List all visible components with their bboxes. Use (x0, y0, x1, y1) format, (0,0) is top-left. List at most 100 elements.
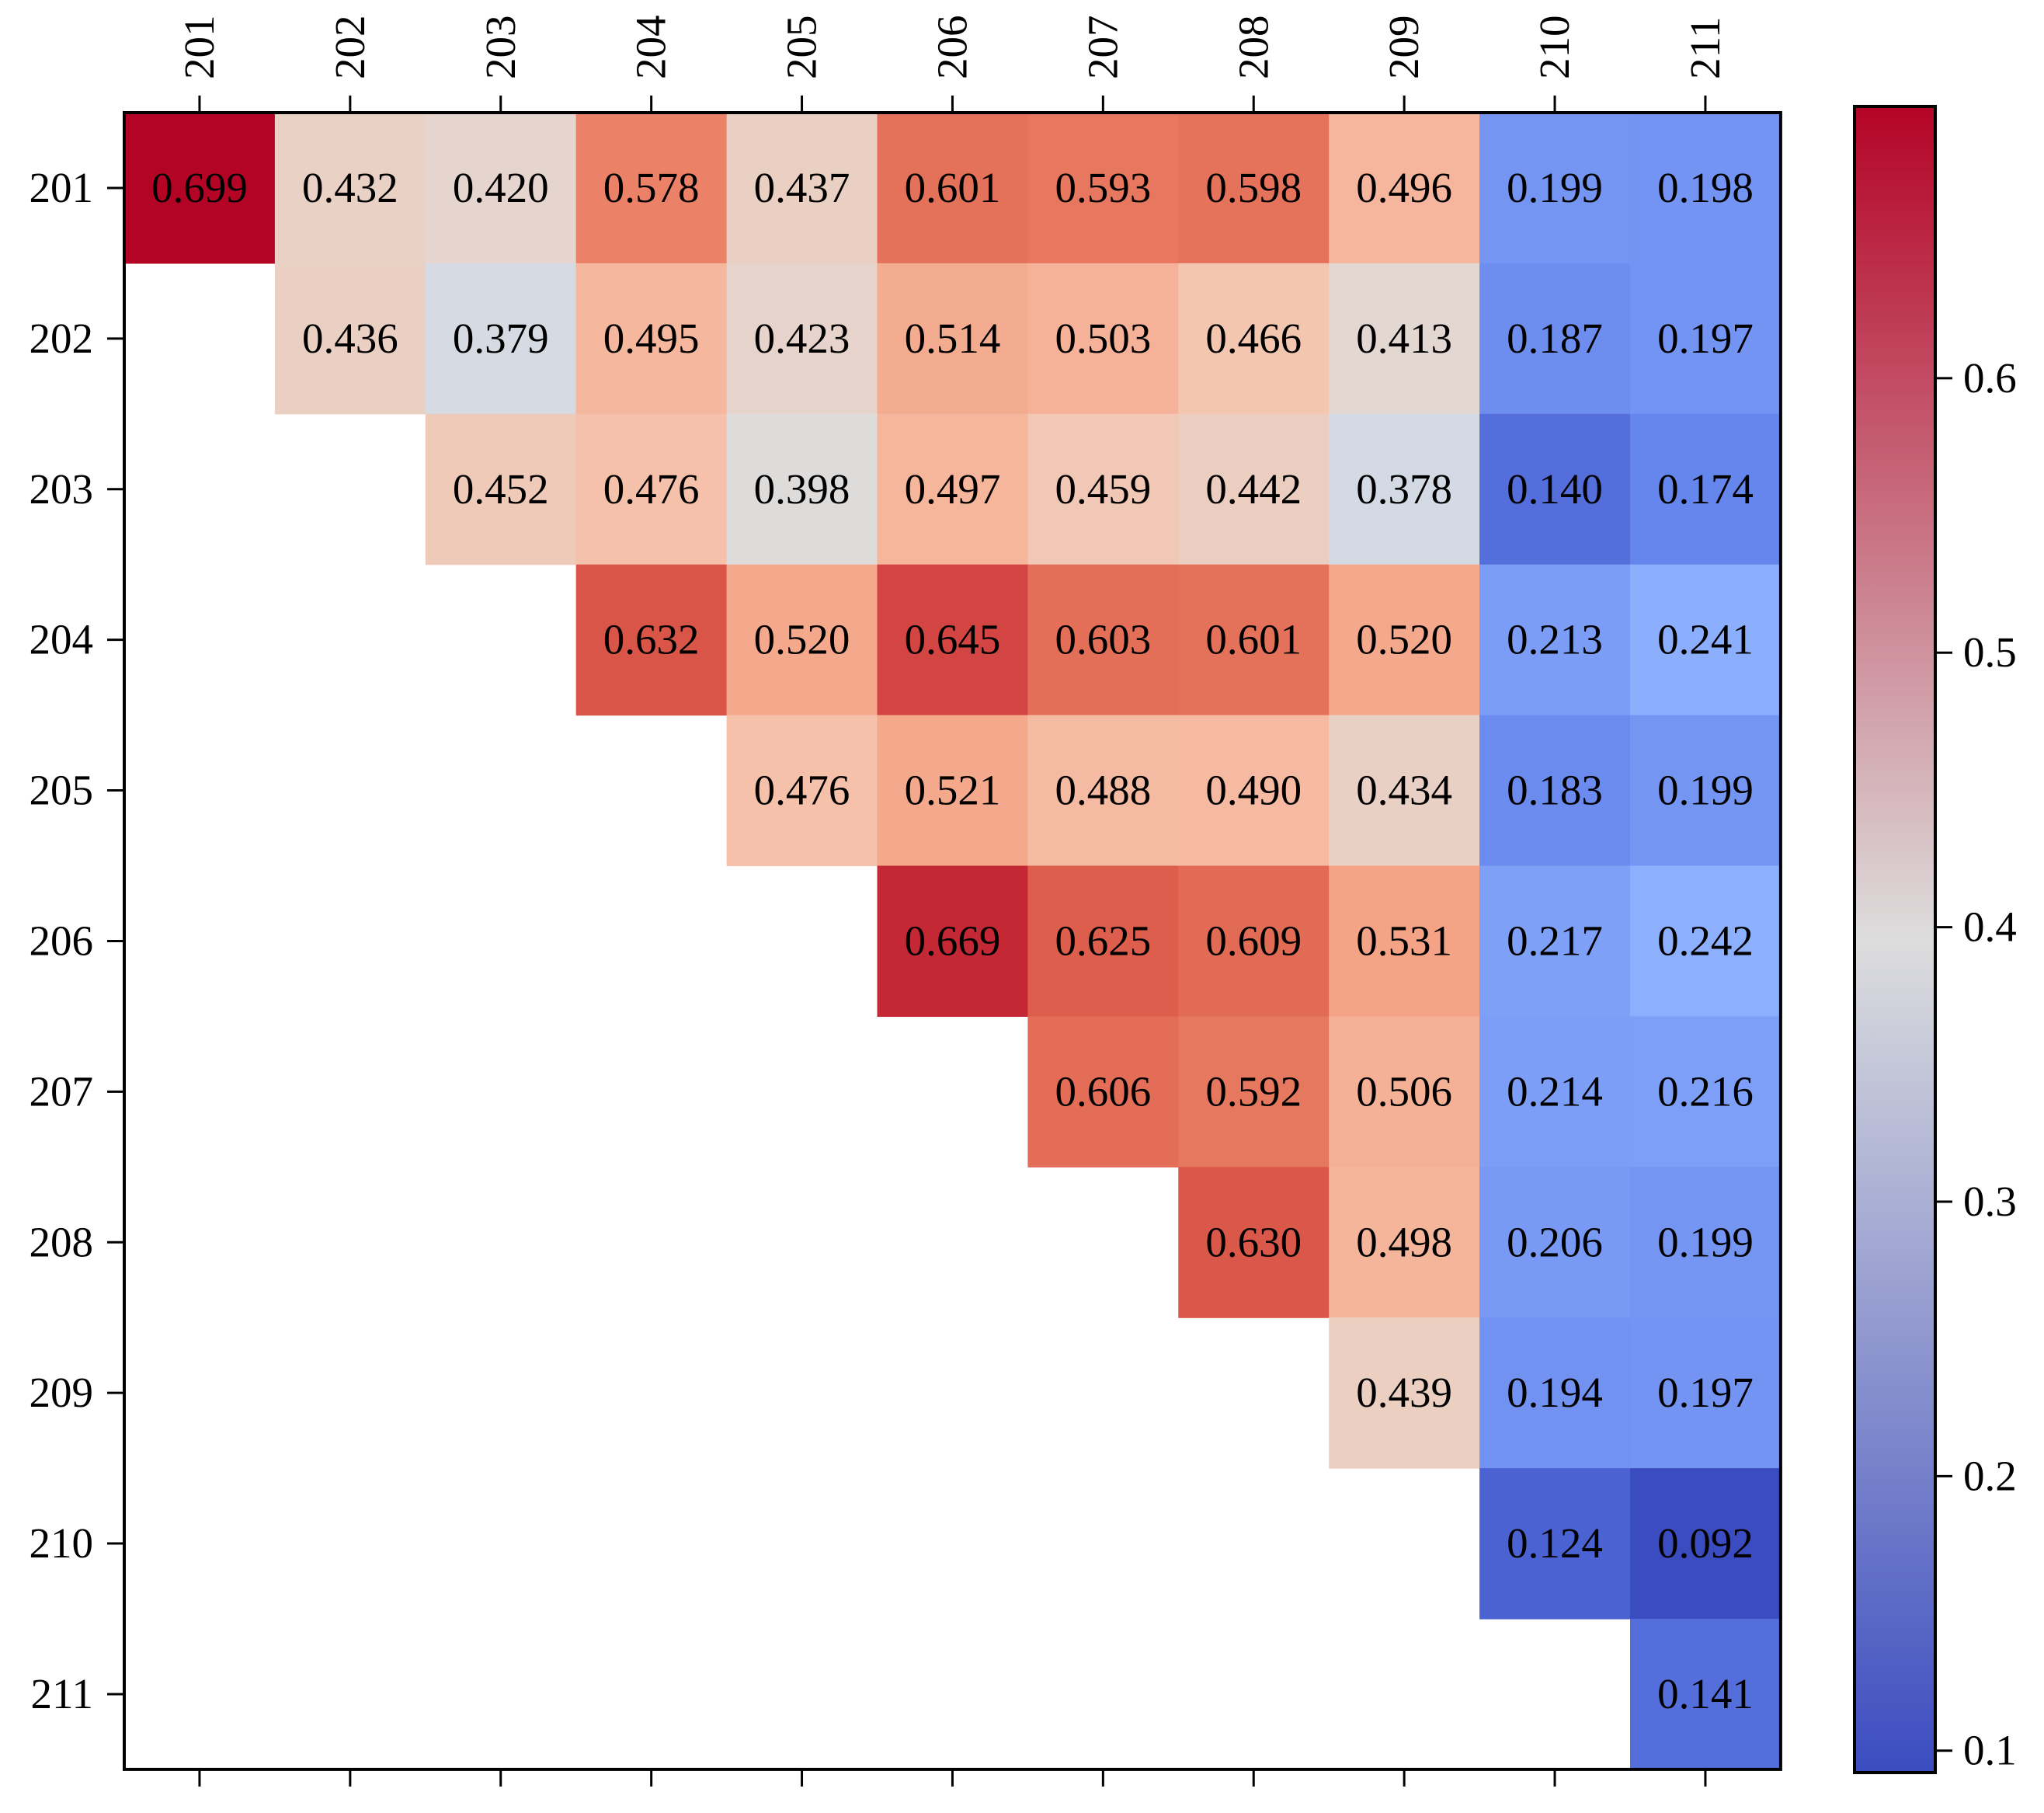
y-tick-label: 201 (30, 164, 94, 211)
cell-value-label: 0.413 (1356, 315, 1452, 362)
cell-value-label: 0.124 (1507, 1519, 1603, 1567)
cell-value-label: 0.531 (1356, 917, 1452, 964)
x-tick-label: 205 (778, 16, 826, 80)
cell-value-label: 0.214 (1507, 1067, 1603, 1115)
x-tick-label: 207 (1079, 16, 1126, 80)
heatmap-cell-209-209 (1329, 1317, 1480, 1469)
cell-value-label: 0.442 (1205, 465, 1302, 513)
cell-value-label: 0.603 (1055, 616, 1151, 663)
y-tick-label: 208 (30, 1218, 94, 1265)
heatmap-cell-202-202 (274, 263, 426, 415)
cell-value-label: 0.592 (1205, 1067, 1302, 1115)
cell-value-label: 0.213 (1507, 616, 1603, 663)
cell-value-label: 0.495 (603, 315, 700, 362)
heatmap-cell-201-203 (425, 113, 577, 264)
heatmap-cell-201-209 (1329, 113, 1480, 264)
cell-value-label: 0.437 (754, 164, 850, 211)
heatmap-cell-201-210 (1479, 113, 1631, 264)
heatmap-cell-201-205 (726, 113, 878, 264)
heatmap-cell-210-210 (1479, 1468, 1631, 1620)
heatmap-cell-208-208 (1178, 1167, 1330, 1318)
cell-value-label: 0.521 (905, 767, 1001, 814)
y-tick-label: 206 (30, 917, 94, 964)
cell-value-label: 0.645 (905, 616, 1001, 663)
cell-value-label: 0.183 (1507, 767, 1603, 814)
heatmap-cell-201-208 (1178, 113, 1330, 264)
cell-value-label: 0.420 (453, 164, 549, 211)
cell-value-label: 0.630 (1205, 1218, 1302, 1265)
cell-value-label: 0.476 (754, 767, 850, 814)
heatmap-cell-203-208 (1178, 413, 1330, 565)
y-tick-label: 203 (30, 465, 94, 513)
cell-value-label: 0.459 (1055, 465, 1151, 513)
cell-value-label: 0.506 (1356, 1067, 1452, 1115)
cell-value-label: 0.593 (1055, 164, 1151, 211)
heatmap-cell-203-210 (1479, 413, 1631, 565)
cell-value-label: 0.198 (1657, 164, 1754, 211)
heatmap-cell-207-210 (1479, 1016, 1631, 1167)
cell-value-label: 0.423 (754, 315, 850, 362)
heatmap-cell-208-210 (1479, 1167, 1631, 1318)
cell-value-label: 0.187 (1507, 315, 1603, 362)
heatmap-cell-201-211 (1630, 113, 1782, 264)
axis-ticks: 201 202 203 204 205 206 207 208 209 210 211 201 202 2… (30, 16, 1729, 1787)
heatmap-cell-206-209 (1329, 865, 1480, 1017)
x-tick-label: 201 (176, 16, 223, 80)
heatmap-cell-201-206 (877, 113, 1028, 264)
cell-value-label: 0.439 (1356, 1369, 1452, 1416)
cell-value-label: 0.141 (1657, 1670, 1754, 1717)
y-tick-label: 211 (31, 1670, 93, 1717)
cell-value-label: 0.609 (1205, 917, 1302, 964)
cell-value-label: 0.452 (453, 465, 549, 513)
cell-value-label: 0.699 (151, 164, 248, 211)
x-tick-label: 206 (928, 16, 975, 80)
y-tick-label: 207 (30, 1067, 94, 1115)
cell-value-label: 0.488 (1055, 767, 1151, 814)
heatmap-cell-202-208 (1178, 263, 1330, 415)
x-tick-label: 203 (477, 16, 524, 80)
heatmap-cell-211-211 (1630, 1619, 1782, 1770)
heatmap-cell-206-207 (1027, 865, 1179, 1017)
cell-value-label: 0.514 (905, 315, 1001, 362)
cell-value-label: 0.194 (1507, 1369, 1603, 1416)
heatmap-cell-202-209 (1329, 263, 1480, 415)
heatmap-cell-203-203 (425, 413, 577, 565)
cell-value-label: 0.601 (1205, 616, 1302, 663)
heatmap-cell-202-210 (1479, 263, 1631, 415)
heatmap-cell-202-207 (1027, 263, 1179, 415)
cell-value-label: 0.216 (1657, 1067, 1754, 1115)
cell-value-label: 0.497 (905, 465, 1001, 513)
colorbar-tick-label: 0.5 (1963, 628, 2017, 676)
heatmap-cell-207-211 (1630, 1016, 1782, 1167)
cell-value-label: 0.197 (1657, 1369, 1754, 1416)
heatmap-cell-202-211 (1630, 263, 1782, 415)
cell-value-label: 0.476 (603, 465, 700, 513)
y-tick-label: 209 (30, 1369, 94, 1416)
heatmap-cell-202-206 (877, 263, 1028, 415)
colorbar-tick-label: 0.6 (1963, 354, 2017, 402)
cell-value-label: 0.140 (1507, 465, 1603, 513)
heatmap-cell-207-207 (1027, 1016, 1179, 1167)
x-tick-label: 211 (1681, 17, 1729, 79)
y-tick-label: 204 (30, 616, 94, 663)
colorbar-tick-label: 0.2 (1963, 1452, 2017, 1499)
heatmap-cell-205-205 (726, 715, 878, 867)
heatmap-cell-203-204 (575, 413, 728, 565)
cell-value-label: 0.174 (1657, 465, 1754, 513)
cell-value-label: 0.520 (1356, 616, 1452, 663)
cell-value-label: 0.242 (1657, 917, 1754, 964)
cell-value-label: 0.199 (1657, 1218, 1754, 1265)
colorbar-tick-label: 0.4 (1963, 903, 2017, 951)
heatmap-cell-202-205 (726, 263, 878, 415)
heatmap-cell-206-211 (1630, 865, 1782, 1017)
cell-value-label: 0.598 (1205, 164, 1302, 211)
heatmap-cell-201-202 (274, 113, 426, 264)
cell-value-label: 0.241 (1657, 616, 1754, 663)
cell-value-label: 0.199 (1507, 164, 1603, 211)
x-tick-label: 210 (1531, 16, 1578, 80)
heatmap-cell-203-207 (1027, 413, 1179, 565)
heatmap-cell-206-210 (1479, 865, 1631, 1017)
cell-value-label: 0.436 (302, 315, 398, 362)
cell-value-label: 0.432 (302, 164, 398, 211)
